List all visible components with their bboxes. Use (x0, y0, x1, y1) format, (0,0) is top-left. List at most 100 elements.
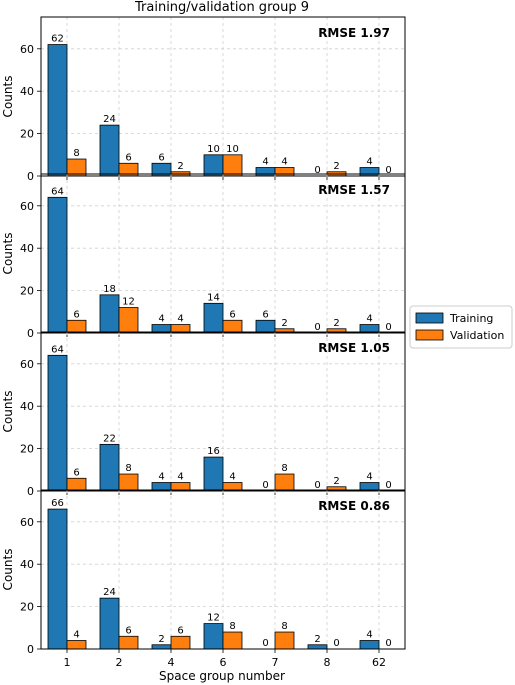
validation-bar (222, 154, 243, 177)
y-tick-label: 40 (20, 400, 34, 413)
validation-value-label: 2 (281, 318, 287, 329)
training-bar (203, 623, 224, 650)
validation-bar (66, 477, 87, 492)
validation-value-label: 4 (177, 472, 183, 483)
validation-bar (66, 319, 87, 334)
validation-value-label: 6 (125, 625, 131, 636)
validation-bar (274, 473, 295, 492)
y-axis-label: Counts (1, 391, 15, 433)
training-value-label: 22 (103, 433, 116, 444)
validation-value-label: 0 (385, 480, 391, 491)
validation-bar (66, 640, 87, 650)
x-tick-label: 4 (168, 656, 175, 669)
validation-bar (118, 635, 139, 650)
training-value-label: 16 (207, 446, 220, 457)
training-value-label: 64 (51, 344, 64, 355)
validation-value-label: 6 (73, 309, 79, 320)
training-bar (99, 294, 120, 334)
validation-bar (66, 158, 87, 177)
training-bar (99, 124, 120, 177)
validation-value-label: 10 (226, 144, 239, 155)
training-value-label: 4 (262, 157, 268, 168)
training-value-label: 4 (158, 472, 164, 483)
rmse-annotation: RMSE 1.57 (318, 183, 390, 197)
training-value-label: 0 (314, 322, 320, 333)
validation-value-label: 4 (281, 157, 287, 168)
validation-value-label: 0 (333, 638, 339, 649)
y-tick-label: 20 (20, 601, 34, 614)
validation-value-label: 8 (281, 463, 287, 474)
y-axis-label: Counts (1, 549, 15, 591)
training-value-label: 62 (51, 34, 64, 45)
x-tick-label: 62 (372, 656, 386, 669)
y-tick-label: 40 (20, 558, 34, 571)
training-value-label: 14 (207, 292, 220, 303)
validation-value-label: 0 (385, 322, 391, 333)
validation-value-label: 8 (229, 621, 235, 632)
training-bar (307, 644, 328, 650)
y-tick-label: 60 (20, 43, 34, 56)
validation-value-label: 6 (125, 152, 131, 163)
training-value-label: 0 (262, 638, 268, 649)
validation-value-label: 8 (281, 621, 287, 632)
y-tick-label: 0 (27, 485, 34, 498)
validation-value-label: 4 (229, 472, 235, 483)
y-axis-label: Counts (1, 233, 15, 275)
training-bar (203, 154, 224, 177)
validation-value-label: 8 (73, 148, 79, 159)
y-tick-label: 60 (20, 200, 34, 213)
y-tick-label: 40 (20, 85, 34, 98)
x-tick-label: 6 (220, 656, 227, 669)
training-value-label: 4 (366, 472, 372, 483)
training-value-label: 4 (158, 314, 164, 325)
training-bar (47, 354, 68, 492)
rmse-annotation: RMSE 0.86 (318, 499, 390, 513)
training-bar (47, 44, 68, 177)
validation-value-label: 2 (333, 476, 339, 487)
validation-value-label: 2 (177, 161, 183, 172)
y-tick-label: 40 (20, 242, 34, 255)
validation-value-label: 8 (125, 463, 131, 474)
validation-value-label: 12 (122, 297, 135, 308)
validation-value-label: 4 (73, 630, 79, 641)
validation-value-label: 6 (73, 467, 79, 478)
training-bar (47, 196, 68, 334)
training-value-label: 18 (103, 284, 116, 295)
validation-bar (274, 631, 295, 650)
chart-title: Training/validation group 9 (134, 0, 309, 15)
training-bar (255, 167, 276, 177)
training-value-label: 0 (314, 165, 320, 176)
validation-bar (222, 319, 243, 334)
training-value-label: 2 (314, 634, 320, 645)
training-bar (359, 167, 380, 177)
training-value-label: 12 (207, 613, 220, 624)
training-bar (203, 456, 224, 492)
y-tick-label: 0 (27, 643, 34, 656)
validation-value-label: 2 (333, 318, 339, 329)
training-value-label: 2 (158, 634, 164, 645)
validation-value-label: 0 (385, 165, 391, 176)
y-tick-label: 0 (27, 170, 34, 183)
training-value-label: 4 (366, 314, 372, 325)
x-tick-label: 8 (324, 656, 331, 669)
training-value-label: 4 (366, 630, 372, 641)
validation-value-label: 4 (177, 314, 183, 325)
training-bar (255, 319, 276, 334)
training-value-label: 6 (262, 309, 268, 320)
validation-value-label: 2 (333, 161, 339, 172)
rmse-annotation: RMSE 1.97 (318, 26, 390, 40)
y-tick-label: 20 (20, 443, 34, 456)
validation-value-label: 6 (177, 625, 183, 636)
x-tick-label: 7 (272, 656, 279, 669)
training-bar (203, 302, 224, 334)
training-value-label: 4 (366, 157, 372, 168)
legend-swatch-validation (415, 329, 444, 341)
training-value-label: 66 (51, 498, 64, 509)
x-tick-label: 1 (64, 656, 71, 669)
